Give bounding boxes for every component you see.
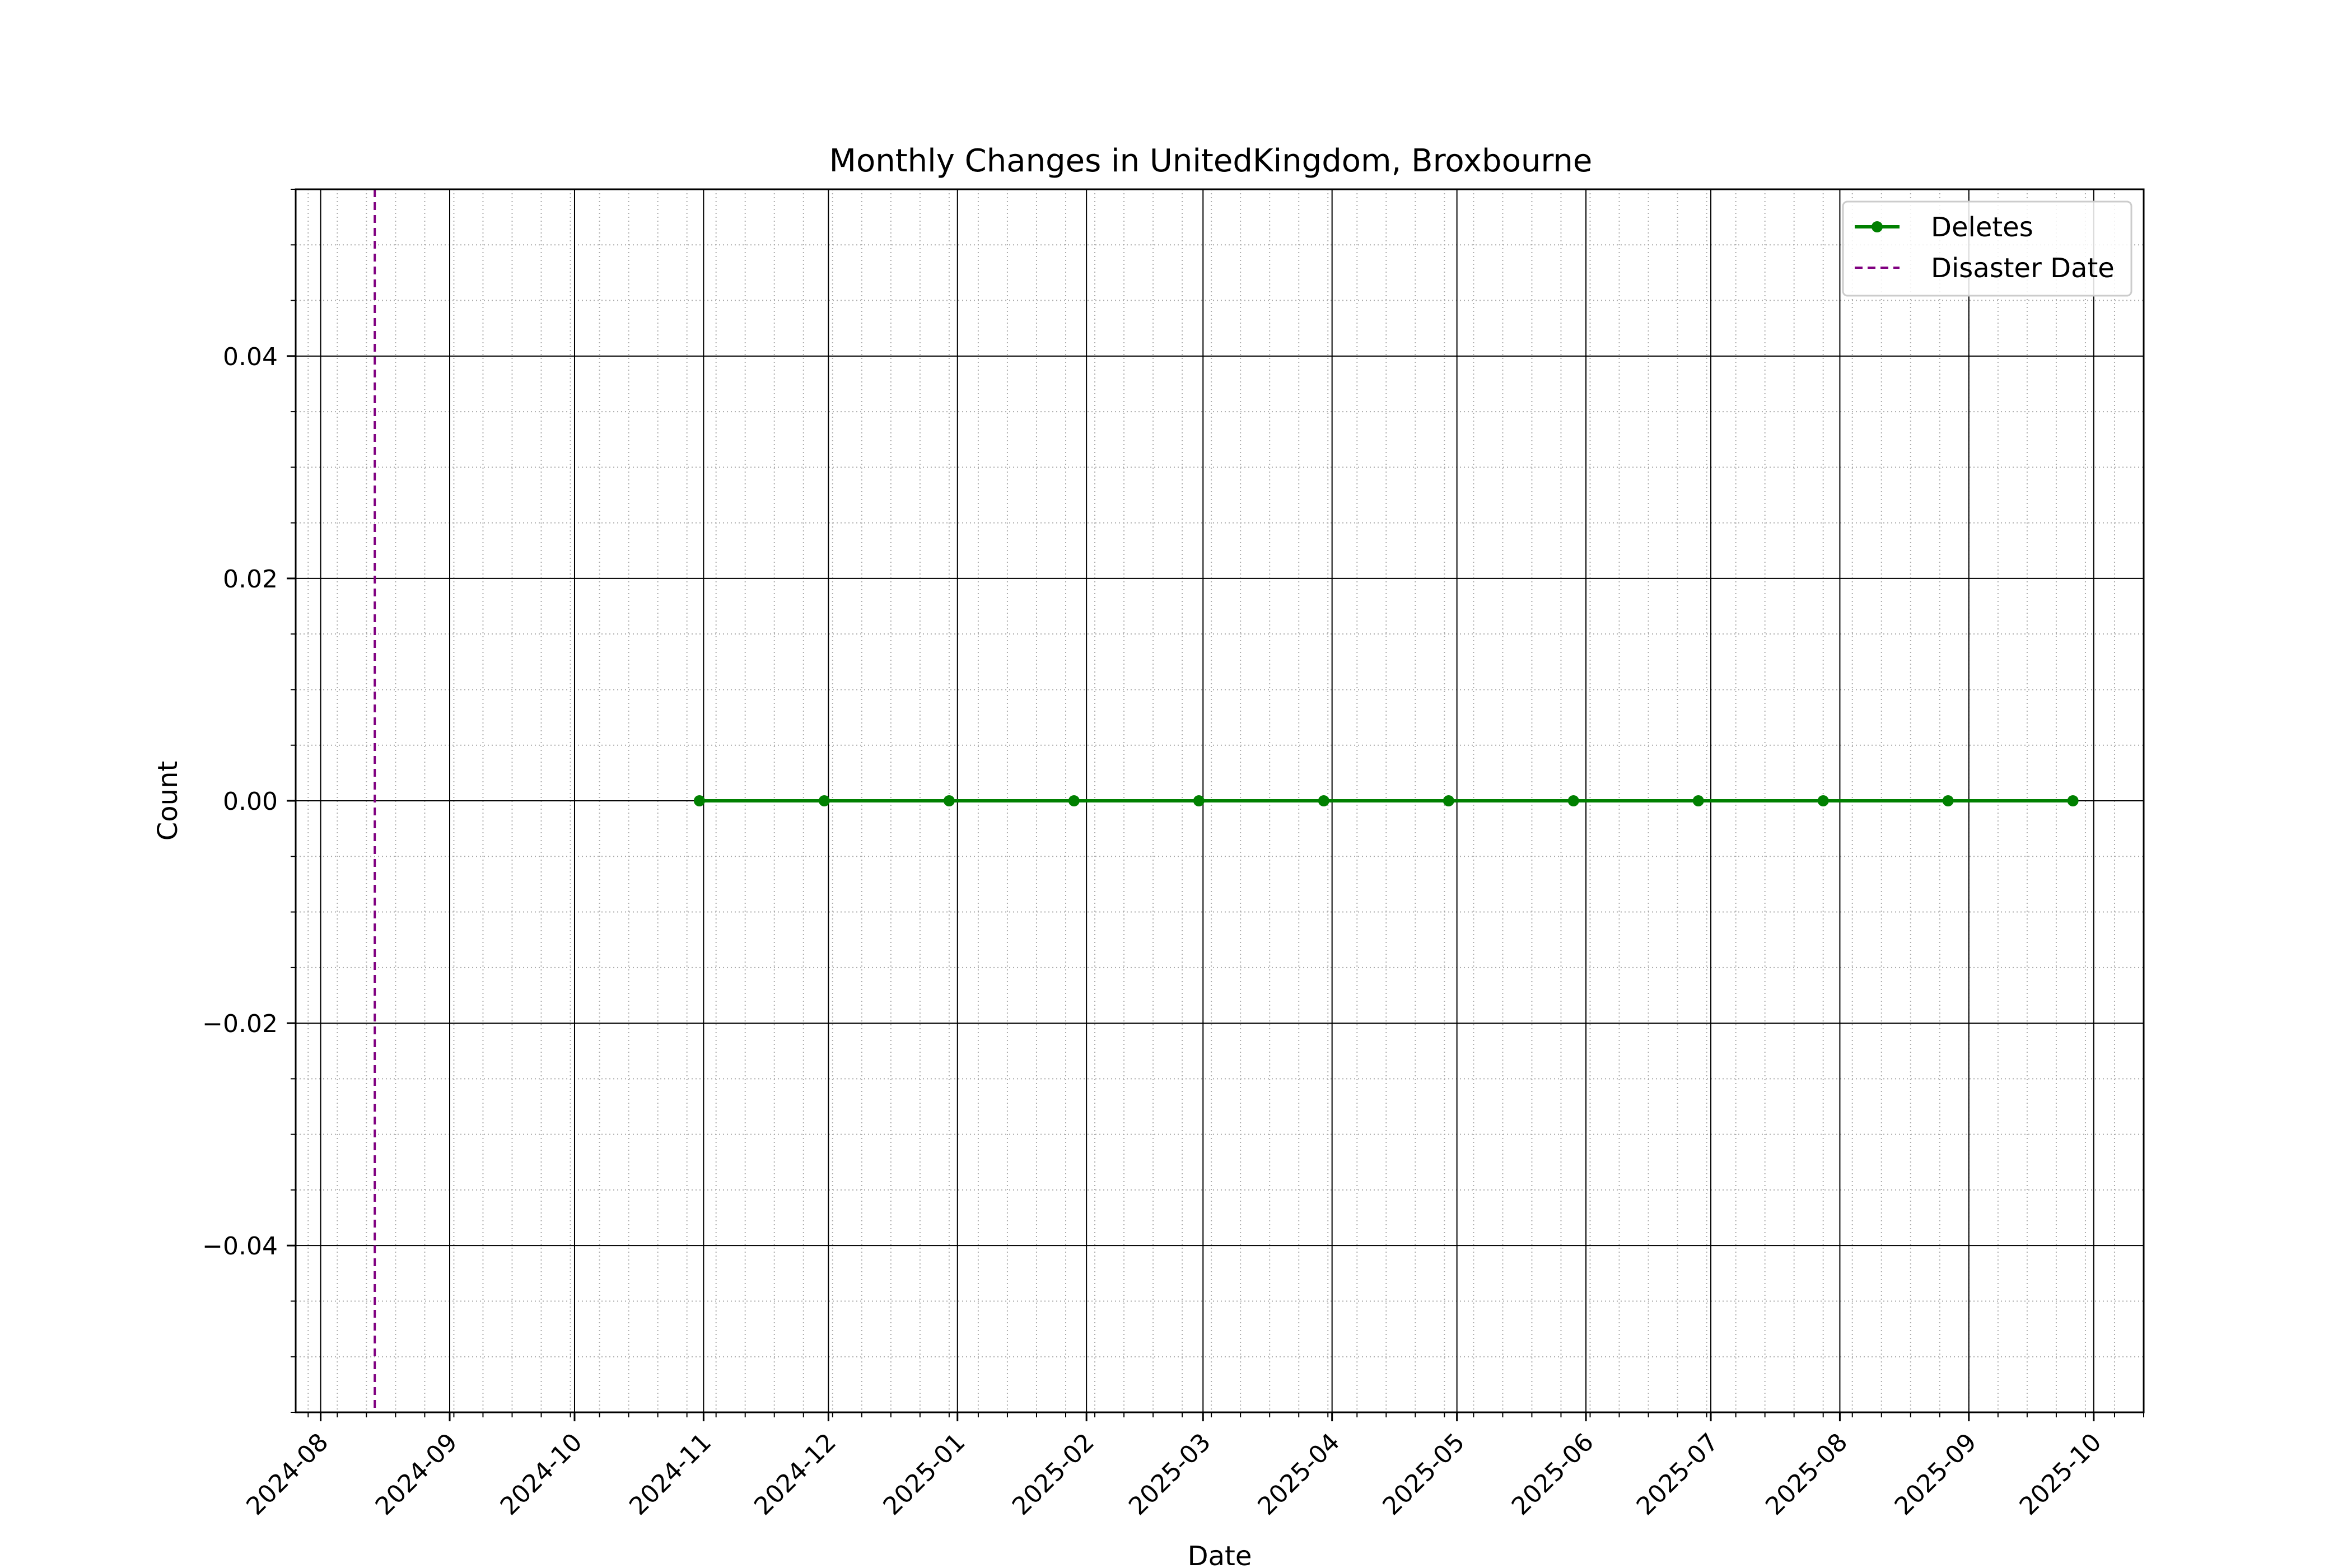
x-tick-label: 2025-05	[1377, 1428, 1470, 1521]
legend-label-disaster-date: Disaster Date	[1931, 253, 2115, 284]
data-point-deletes	[1068, 795, 1080, 806]
x-tick-label: 2024-12	[749, 1428, 842, 1521]
series-layer	[693, 795, 2079, 806]
x-tick-label: 2025-10	[2014, 1428, 2107, 1521]
legend: Deletes Disaster Date	[1842, 200, 2132, 297]
y-axis: 0.04 0.02 0.00 −0.02 −0.04	[202, 189, 296, 1413]
x-tick-label: 2025-06	[1506, 1428, 1599, 1521]
y-tick-label: −0.04	[202, 1232, 278, 1261]
x-tick-label: 2025-04	[1252, 1428, 1345, 1521]
y-tick-label: 0.00	[223, 787, 278, 816]
x-tick-label: 2025-03	[1123, 1428, 1216, 1521]
data-point-deletes	[943, 795, 955, 806]
data-point-deletes	[1443, 795, 1454, 806]
legend-marker-deletes	[1872, 221, 1883, 232]
y-axis-label: Count	[152, 761, 184, 841]
chart-title: Monthly Changes in UnitedKingdom, Broxbo…	[829, 143, 1593, 179]
x-tick-label: 2024-10	[495, 1428, 588, 1521]
x-tick-label: 2024-08	[241, 1428, 334, 1521]
y-tick-label: 0.04	[223, 343, 278, 371]
x-axis: 2024-08 2024-09 2024-10 2024-11 2024-12 2025-…	[241, 1412, 2144, 1521]
legend-label-deletes: Deletes	[1931, 212, 2033, 243]
data-point-deletes	[1567, 795, 1579, 806]
data-point-deletes	[1193, 795, 1205, 806]
data-point-deletes	[1942, 795, 1954, 806]
x-tick-label: 2025-02	[1007, 1428, 1100, 1521]
y-tick-label: −0.02	[202, 1010, 278, 1038]
data-point-deletes	[1817, 795, 1829, 806]
data-point-deletes	[2067, 795, 2079, 806]
legend-box	[1842, 200, 2132, 297]
x-tick-label: 2024-09	[370, 1428, 463, 1521]
data-point-deletes	[1692, 795, 1704, 806]
data-point-deletes	[818, 795, 830, 806]
x-axis-label: Date	[1188, 1541, 1252, 1568]
x-tick-label: 2025-01	[878, 1428, 970, 1521]
x-tick-label: 2024-11	[624, 1428, 717, 1521]
data-point-deletes	[1318, 795, 1329, 806]
x-tick-label: 2025-08	[1760, 1428, 1853, 1521]
data-point-deletes	[693, 795, 705, 806]
x-tick-label: 2025-09	[1889, 1428, 1982, 1521]
y-tick-label: 0.02	[223, 565, 278, 594]
x-tick-label: 2025-07	[1631, 1428, 1724, 1521]
